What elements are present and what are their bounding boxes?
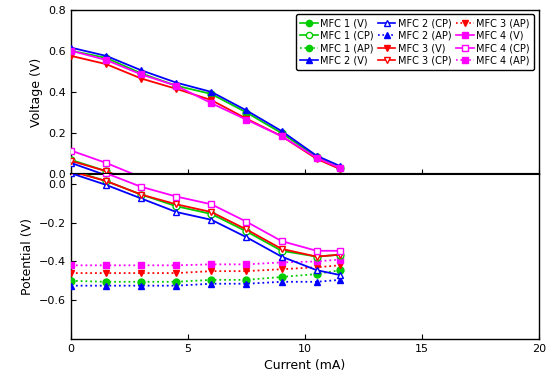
Legend: MFC 1 (V), MFC 1 (CP), MFC 1 (AP), MFC 2 (V), MFC 2 (CP), MFC 2 (AP), MFC 3 (V),: MFC 1 (V), MFC 1 (CP), MFC 1 (AP), MFC 2… bbox=[296, 15, 534, 69]
X-axis label: Current (mA): Current (mA) bbox=[264, 359, 346, 372]
Y-axis label: Voltage (V): Voltage (V) bbox=[30, 57, 43, 126]
Y-axis label: Potential (V): Potential (V) bbox=[21, 218, 33, 295]
